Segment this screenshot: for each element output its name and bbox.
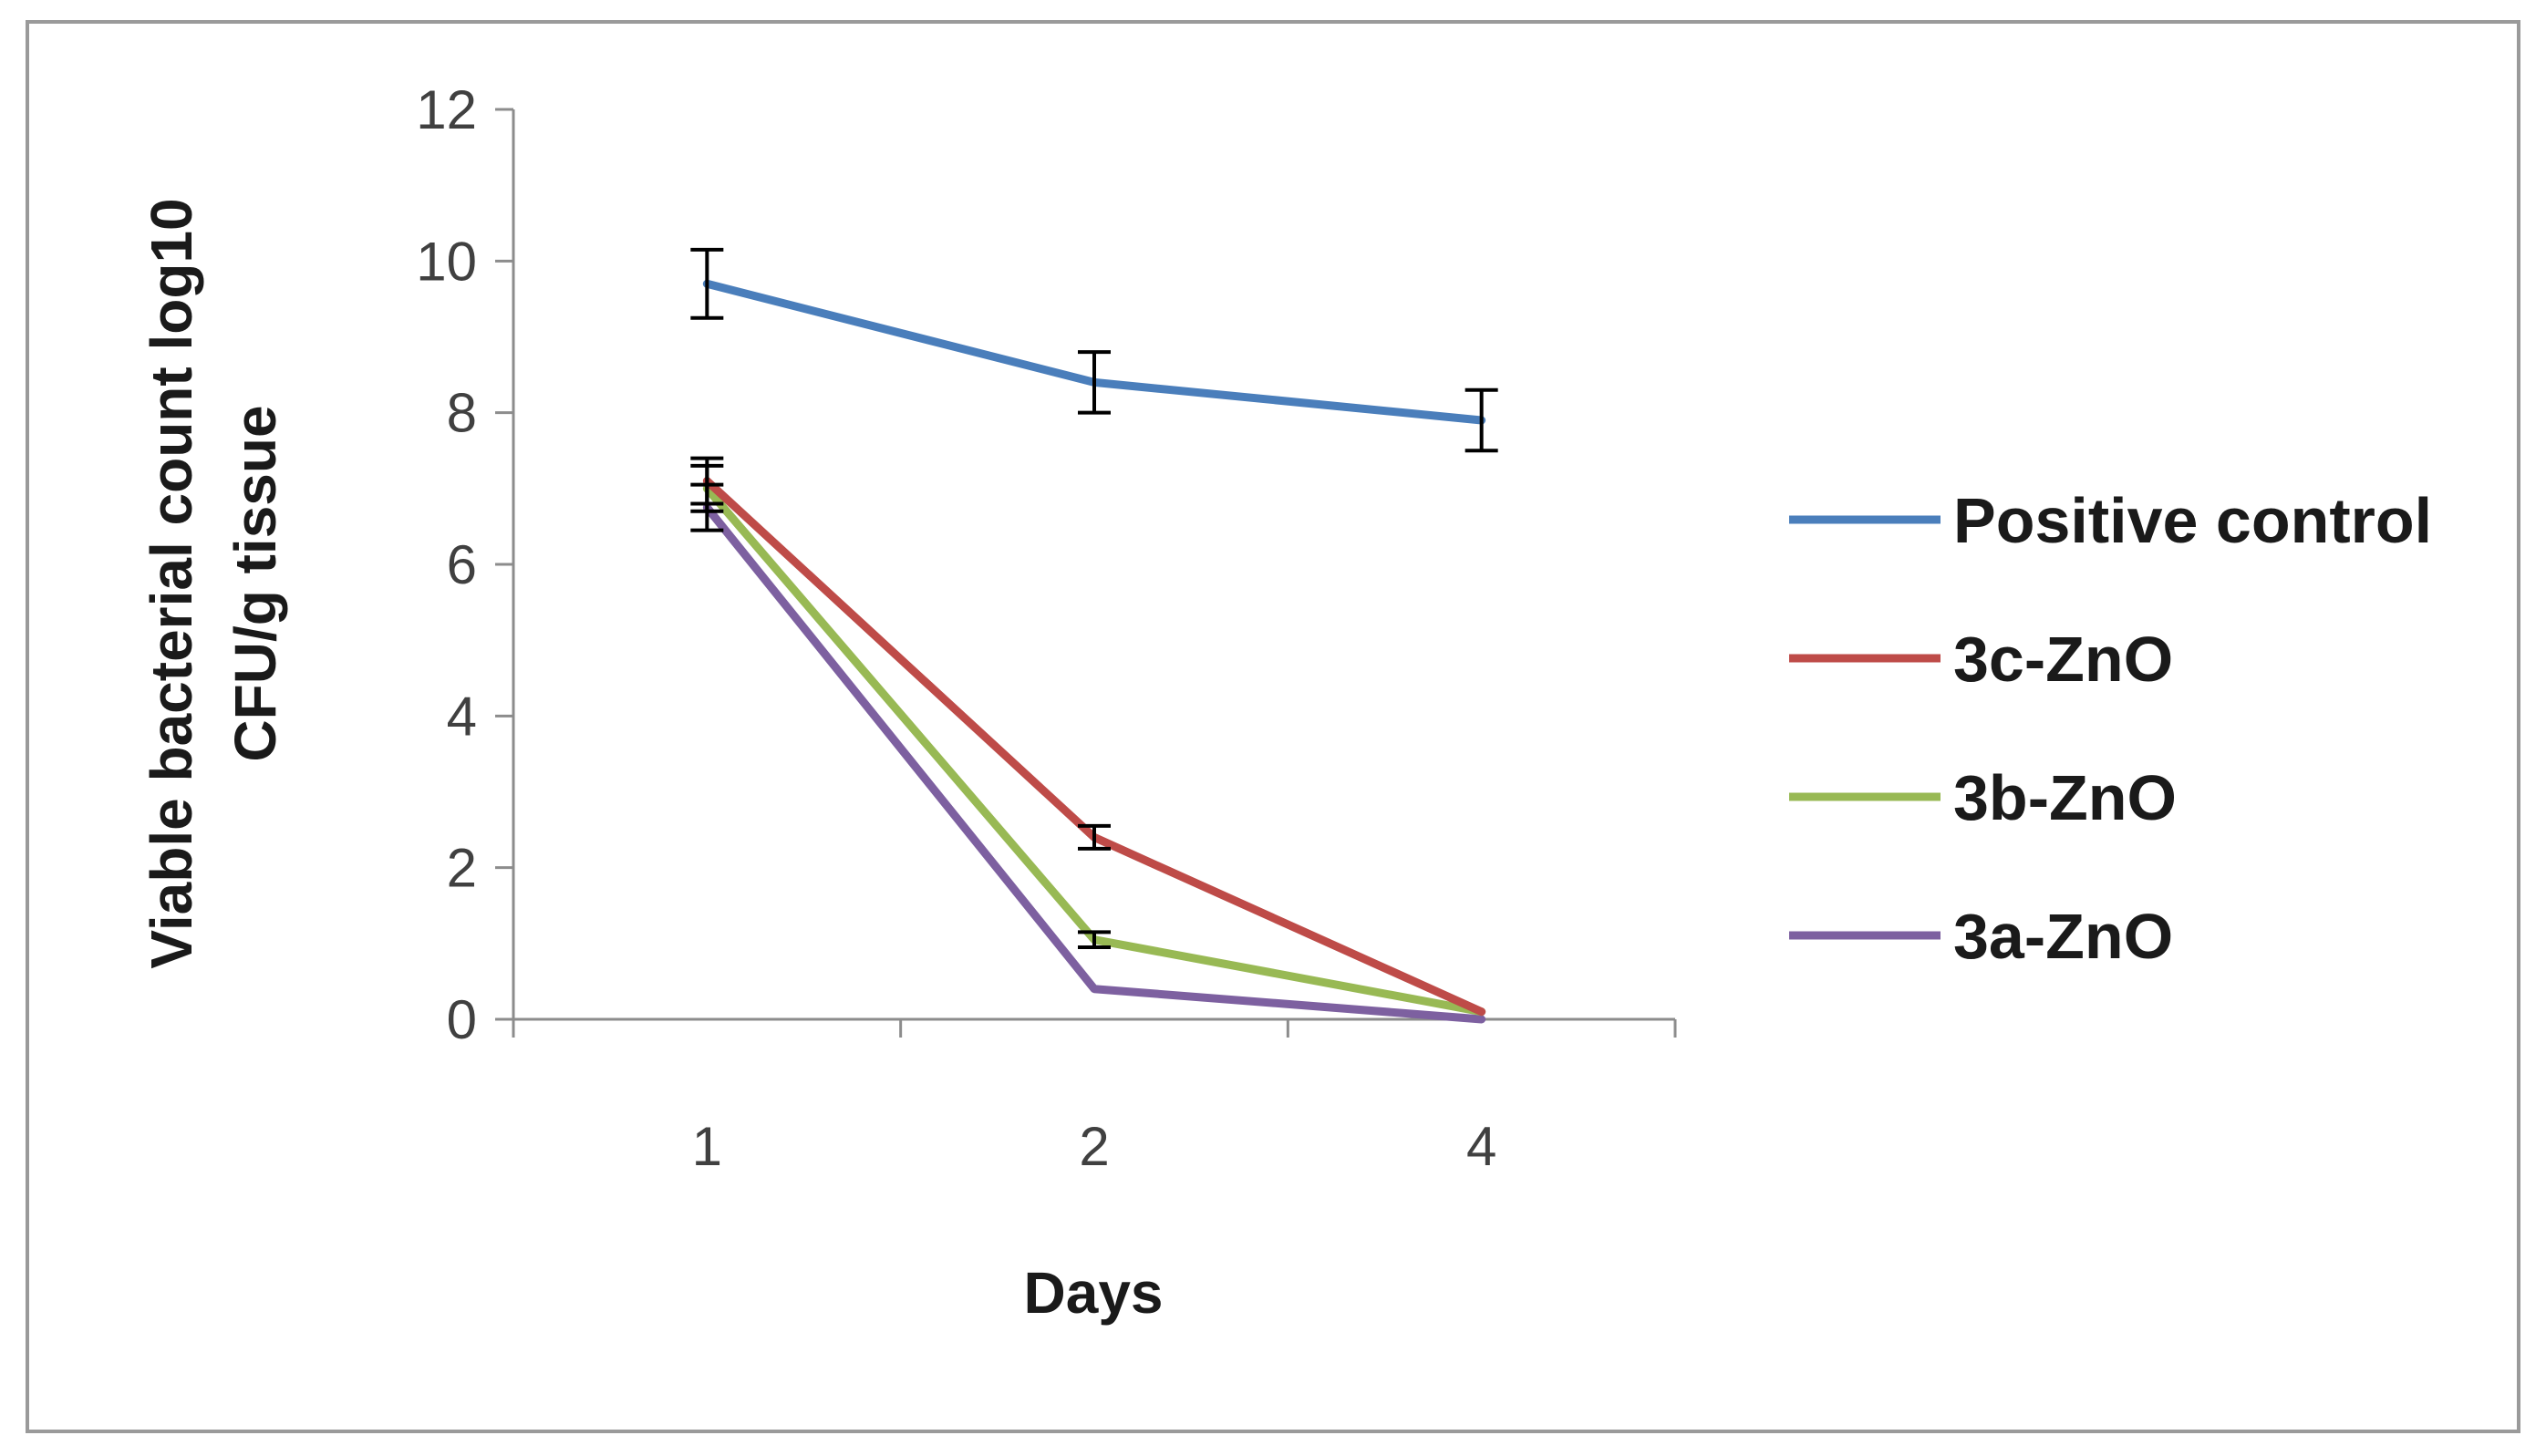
legend: Positive control 3c-ZnO 3b-ZnO 3a-ZnO (1789, 485, 2432, 972)
legend-label: 3b-ZnO (1953, 762, 2177, 833)
x-tick-label: 1 (692, 1116, 722, 1177)
legend-label: 3c-ZnO (1953, 624, 2173, 695)
y-tick-label: 4 (447, 686, 477, 747)
x-ticks: 1 2 4 (512, 1019, 1677, 1177)
x-tick-label: 4 (1466, 1116, 1496, 1177)
y-axis-title-line-2: CFU/g tissue (223, 405, 288, 761)
series-line (702, 503, 1486, 1024)
y-tick-label: 0 (447, 989, 477, 1050)
y-ticks: 0 2 4 6 8 10 12 (416, 79, 513, 1050)
y-tick-label: 10 (416, 231, 477, 292)
y-tick-label: 8 (447, 383, 477, 444)
legend-label: 3a-ZnO (1953, 901, 2173, 972)
x-axis-title: Days (1024, 1260, 1164, 1326)
x-tick-label: 2 (1079, 1116, 1109, 1177)
y-axis-title-line-1: Viable bacterial count log10 (139, 198, 204, 968)
legend-label: Positive control (1953, 485, 2432, 556)
chart-frame (26, 20, 2520, 1433)
y-tick-label: 6 (447, 534, 477, 595)
y-tick-label: 12 (416, 79, 477, 140)
y-axis-title: Viable bacterial count log10 CFU/g tissu… (139, 198, 288, 968)
y-tick-label: 2 (447, 838, 477, 899)
error-bars (690, 247, 1498, 949)
